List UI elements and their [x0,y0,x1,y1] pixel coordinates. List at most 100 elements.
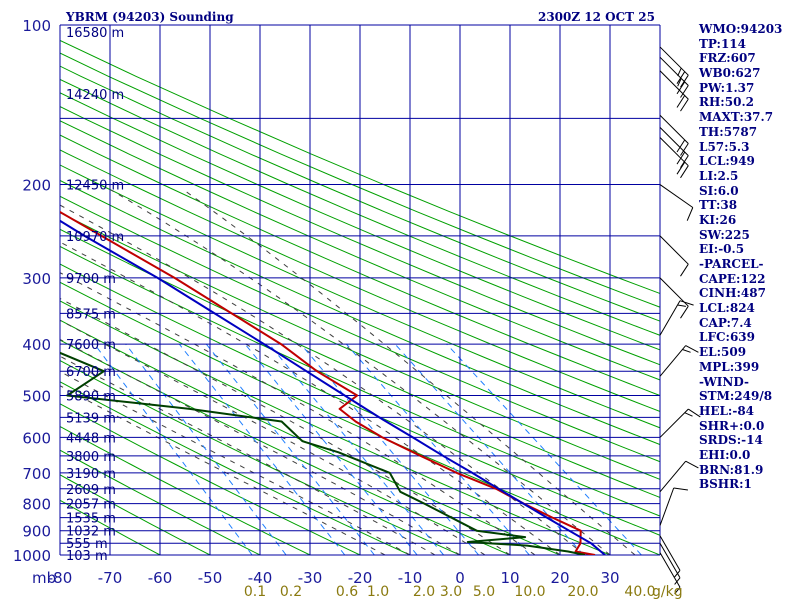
height-label: 9700 m [66,272,116,287]
pressure-label: 1000 [13,547,51,565]
mixing-ratio-label: 3.0 [440,584,462,600]
temperature-label: -10 [398,569,423,587]
wind-barb [659,345,699,377]
height-label: 3800 m [66,450,116,465]
wind-barb-staff [659,408,689,438]
wind-barb-flag [688,408,701,418]
wind-barb-flag [674,577,681,585]
mixing-ratio-label: 2.0 [413,584,435,600]
wind-barb-flag [677,304,686,307]
wind-barb-flag [679,300,694,306]
temperature-label: -60 [148,569,173,587]
mixing-ratio-label: 10.0 [514,584,545,600]
wind-barb [659,487,688,526]
moist-adiabat-line [60,272,536,555]
index-item: CAP:7.4 [699,315,752,330]
wind-barb [659,542,681,585]
wind-barb-staff [659,184,694,208]
wind-barb-flag [685,345,699,353]
wind-barb-flag [680,165,689,179]
index-item: L57:5.3 [699,139,750,154]
temperature-label: 30 [600,569,619,587]
temperature-label: -20 [348,569,373,587]
index-item: SHR+:0.0 [699,418,765,433]
index-item: EL:509 [699,345,747,360]
dry-adiabat-line [60,39,660,295]
height-label: 2609 m [66,483,116,498]
wind-barb-staff [659,487,675,526]
index-item: SW:225 [699,227,750,242]
wind-barb [659,460,699,493]
moist-adiabat-line [60,370,411,555]
pressure-label: 400 [22,336,51,354]
temperature-label: -50 [198,569,223,587]
wind-barb-flag [676,95,686,108]
wind-barb-flag [674,586,681,595]
height-label: 12450 m [66,179,124,194]
pressure-label: 300 [22,270,51,288]
temperature-label: 0 [455,569,465,587]
chart-title: YBRM (94203) Sounding [65,10,234,24]
mixing-ratio-line [446,343,642,555]
wind-barb [659,137,689,179]
index-item: TT:38 [699,198,738,213]
index-item: KI:26 [699,212,737,227]
height-label: 555 m [66,537,108,552]
mixing-ratio-label: 20.0 [567,584,598,600]
moist-adiabat-line [60,385,386,555]
wind-barb-staff [659,235,689,265]
wind-barb-staff [659,345,687,377]
wind-barb [659,70,689,112]
wind-barb-staff [659,460,687,493]
dry-adiabat-line [60,403,361,555]
temperature-label: 20 [550,569,569,587]
stability-indices: WMO:94203 TP:114 FRZ:607 WB0:627 PW:1.37 RH:5… [699,22,782,492]
mixing-ratio-lines [94,343,642,555]
dewpoint-trace [60,351,586,555]
index-item: PW:1.37 [699,80,755,95]
wind-barb-staff [659,552,681,588]
temperature-label: -70 [98,569,123,587]
wind-barb-flag [680,263,689,277]
height-label: 3190 m [66,467,116,482]
pressure-label: 500 [22,388,51,406]
index-item: SRDS:-14 [699,433,763,448]
mixing-ratio-label: 1.0 [367,584,389,600]
index-item: BRN:81.9 [699,462,764,477]
wind-barb-flag [680,143,689,156]
wind-barb [659,114,689,156]
wind-barb-flag [682,349,691,353]
mixing-ratio-line [300,343,479,555]
pressure-label: 900 [22,523,51,541]
wind-barb-flag [684,412,693,417]
wind-barb [659,277,689,319]
mixing-ratio-label: 0.1 [244,584,266,600]
temperature-label: -80 [48,569,73,587]
height-label: 5139 m [66,411,116,426]
wind-barbs [659,46,701,595]
height-label: 6700 m [66,365,116,380]
wind-barb-staff [659,542,681,579]
wind-barb [659,184,694,221]
wind-barb-staff [659,127,689,156]
height-label: 2057 m [66,498,116,513]
mixing-ratio-line [346,343,530,555]
wind-barb [659,552,681,595]
index-item: TH:5787 [699,124,758,139]
moist-adiabat-line [60,241,561,555]
temperature-label: -30 [298,569,323,587]
wind-barb-staff [659,46,689,76]
index-item: EHI:0.0 [699,447,751,462]
wind-barb-staff [659,137,689,167]
moist-adiabat-line [60,319,486,555]
moist-adiabat-line [183,189,636,555]
index-item: EI:-0.5 [699,242,745,257]
index-item: CAPE:122 [699,271,766,286]
wind-barb [659,235,689,277]
pressure-label: 800 [22,496,51,514]
parcel-trace [60,219,606,555]
moist-adiabat-line [60,355,436,555]
wind-barb-staff [659,535,681,571]
index-item: WB0:627 [699,66,761,81]
